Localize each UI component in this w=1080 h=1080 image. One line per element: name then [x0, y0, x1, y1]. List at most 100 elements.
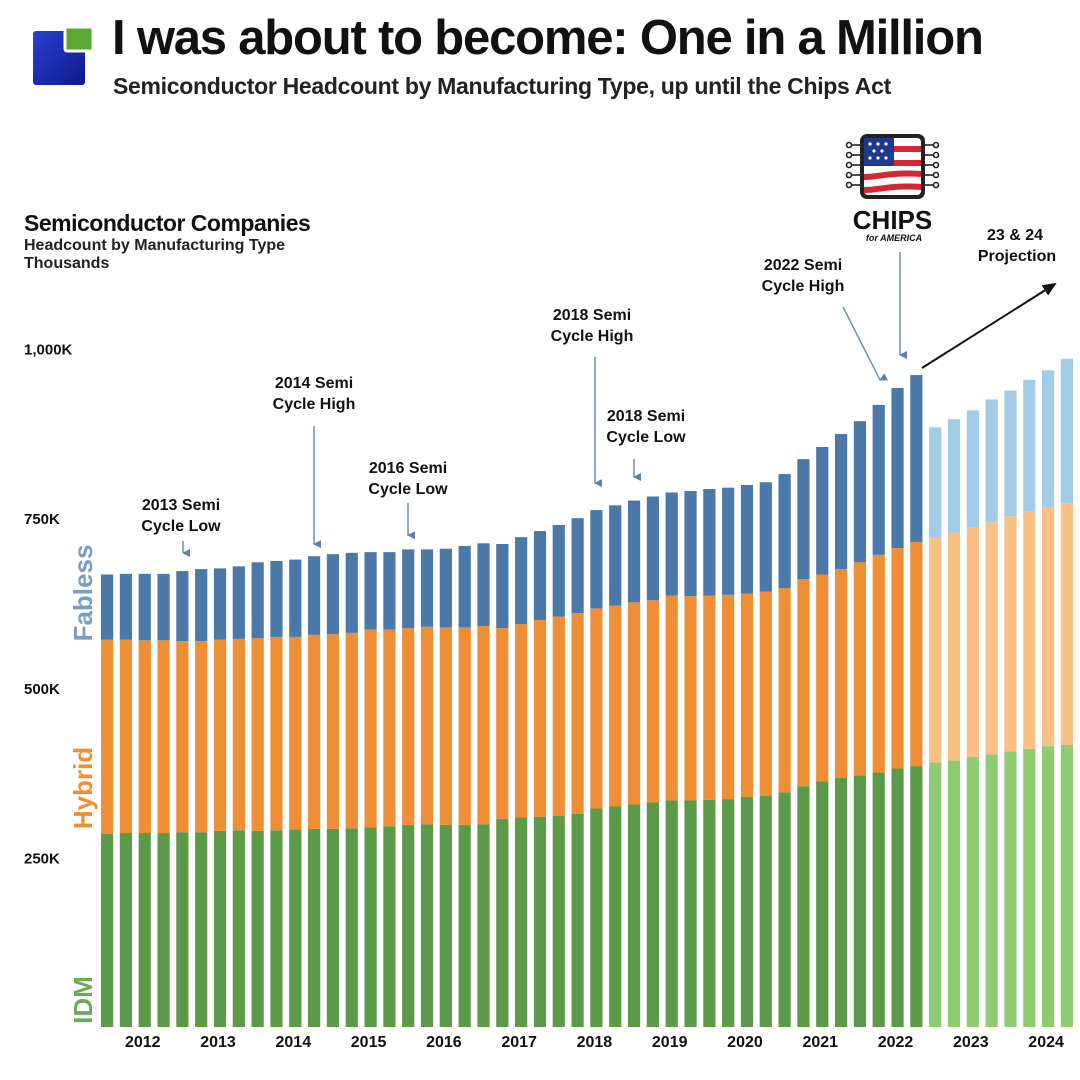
- chips-tagline: for AMERICA: [866, 233, 922, 243]
- x-year-label: 2012: [125, 1034, 161, 1051]
- bar-hybrid: [515, 624, 528, 818]
- bar-idm: [213, 830, 227, 1027]
- bar-hybrid: [891, 548, 904, 769]
- bar-fabless-projection: [1060, 358, 1074, 504]
- bar-idm-projection: [929, 762, 942, 1027]
- bar-idm-projection: [1060, 744, 1074, 1027]
- series-label-fabless: Fabless: [68, 545, 98, 642]
- bar-idm: [251, 830, 264, 1027]
- bar-hybrid-projection: [1042, 506, 1055, 747]
- bar-idm: [759, 795, 772, 1027]
- bar-idm: [740, 797, 754, 1027]
- bar-hybrid: [138, 640, 151, 833]
- bar-hybrid: [722, 594, 735, 800]
- bar-idm: [383, 826, 396, 1027]
- bar-hybrid: [345, 632, 358, 829]
- bar-idm: [797, 786, 810, 1027]
- y-tick-label: 500K: [24, 681, 60, 698]
- bar-hybrid: [797, 579, 810, 787]
- bar-idm: [552, 816, 565, 1027]
- bar-hybrid: [609, 605, 622, 807]
- annotation-label-line1: 2018 Semi: [607, 408, 685, 425]
- bar-hybrid: [533, 619, 547, 817]
- x-year-label: 2022: [878, 1034, 914, 1051]
- series-label-hybrid: Hybrid: [68, 747, 98, 829]
- bar-fabless: [665, 492, 678, 596]
- bar-hybrid: [496, 628, 509, 819]
- bar-hybrid-projection: [966, 527, 979, 757]
- bar-hybrid-projection: [1004, 516, 1017, 752]
- bar-fabless: [590, 510, 603, 609]
- bar-fabless: [778, 474, 791, 589]
- bar-idm: [119, 832, 133, 1027]
- bar-idm: [665, 800, 678, 1027]
- bar-hybrid: [590, 608, 603, 809]
- bar-idm: [703, 799, 716, 1027]
- bar-fabless: [646, 496, 659, 601]
- bar-idm: [289, 829, 302, 1027]
- annotation-label-line2: Cycle Low: [141, 518, 221, 535]
- annotation-label-line1: 2022 Semi: [764, 257, 842, 274]
- bar-hybrid: [816, 574, 829, 782]
- bar-hybrid: [289, 636, 302, 830]
- bar-idm-projection: [947, 760, 961, 1027]
- bar-idm: [157, 832, 170, 1027]
- x-year-label: 2014: [276, 1034, 312, 1051]
- bar-idm: [571, 813, 584, 1027]
- bar-fabless: [326, 554, 340, 635]
- bar-fabless: [891, 387, 904, 549]
- bar-fabless: [251, 562, 264, 639]
- chart-heading-line3: Thousands: [24, 255, 110, 272]
- bar-idm: [195, 832, 208, 1027]
- bar-hybrid: [684, 596, 697, 801]
- annotation-label-line2: Cycle Low: [368, 481, 448, 498]
- projection-trend-arrow: [921, 282, 1057, 369]
- bar-idm: [420, 824, 434, 1027]
- bar-fabless-projection: [1004, 390, 1017, 517]
- bar-hybrid: [270, 636, 283, 831]
- bar-idm: [722, 799, 735, 1027]
- bar-fabless: [740, 484, 754, 594]
- y-tick-label: 250K: [24, 850, 60, 867]
- x-year-label: 2019: [652, 1034, 688, 1051]
- bar-idm: [270, 830, 283, 1027]
- bar-hybrid: [383, 629, 396, 827]
- x-year-label: 2017: [501, 1034, 537, 1051]
- bar-fabless-projection: [929, 427, 942, 538]
- x-year-label: 2023: [953, 1034, 989, 1051]
- bar-hybrid: [439, 627, 452, 825]
- bar-fabless: [308, 556, 321, 635]
- bar-hybrid: [420, 626, 434, 825]
- bar-idm-projection: [1004, 751, 1017, 1027]
- bar-hybrid-projection: [985, 522, 998, 755]
- bar-hybrid: [458, 627, 471, 825]
- bar-idm-projection: [985, 754, 998, 1027]
- bar-idm: [326, 828, 340, 1027]
- bar-fabless: [797, 459, 810, 580]
- bar-fabless: [420, 549, 434, 627]
- bar-idm: [872, 772, 885, 1027]
- bar-idm: [627, 804, 641, 1027]
- bar-fabless: [477, 543, 490, 627]
- chips-wordmark: CHIPS: [853, 205, 932, 235]
- bar-fabless: [101, 574, 114, 640]
- bar-idm: [816, 781, 829, 1027]
- bar-idm: [458, 824, 471, 1027]
- bar-fabless: [910, 375, 923, 542]
- bar-idm: [496, 818, 509, 1027]
- bar-fabless: [722, 487, 735, 595]
- bar-fabless: [270, 560, 283, 637]
- bar-hybrid: [477, 626, 490, 825]
- bar-hybrid: [910, 541, 923, 767]
- bar-idm: [590, 808, 603, 1027]
- bar-fabless: [364, 552, 377, 630]
- chip-pins-icon: [845, 141, 940, 189]
- bar-fabless-projection: [947, 419, 961, 533]
- bar-idm: [834, 778, 848, 1027]
- bar-hybrid: [101, 639, 114, 834]
- bar-fabless: [703, 489, 716, 596]
- bar-fabless: [195, 569, 208, 641]
- bar-idm: [364, 827, 377, 1027]
- bar-idm: [138, 832, 151, 1027]
- bar-fabless: [157, 573, 170, 641]
